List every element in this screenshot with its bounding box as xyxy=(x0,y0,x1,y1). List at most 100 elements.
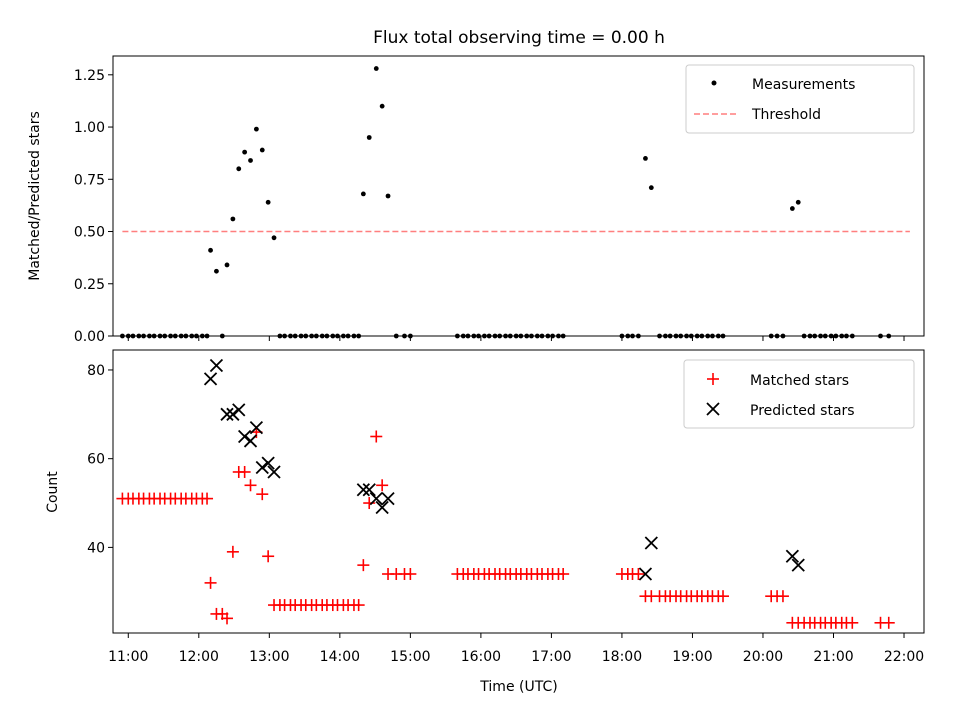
predicted-stars-legend-marker xyxy=(706,402,720,416)
threshold-legend-label: Threshold xyxy=(751,107,821,123)
x-axis-label: Time (UTC) xyxy=(479,679,557,695)
predicted-star-point xyxy=(356,483,370,497)
x-tick-label: 18:00 xyxy=(602,649,642,665)
predicted-star-point xyxy=(785,549,799,563)
measurement-point xyxy=(795,199,801,205)
bottom-y-axis-label: Count xyxy=(45,471,61,513)
matched-star-point xyxy=(882,616,895,629)
measurement-point xyxy=(265,199,271,205)
predicted-star-point xyxy=(203,372,218,386)
predicted-star-point xyxy=(791,558,805,572)
measurement-point xyxy=(379,103,385,109)
matched-star-point xyxy=(244,479,257,492)
predicted-star-point xyxy=(644,536,658,550)
measurement-point xyxy=(248,158,253,163)
predicted-star-point xyxy=(226,407,240,421)
predicted-star-point xyxy=(238,429,252,444)
predicted-star-point xyxy=(243,434,258,448)
top-legend: Measurements Threshold xyxy=(685,64,915,134)
matched-star-point xyxy=(352,599,365,612)
matched-star-point xyxy=(262,550,275,563)
x-tick-label: 21:00 xyxy=(813,649,853,665)
matched-star-point xyxy=(557,568,570,581)
measurement-point xyxy=(214,268,219,274)
matched-star-point xyxy=(256,488,269,501)
predicted-star-point xyxy=(255,460,269,475)
predicted-stars-points xyxy=(203,358,805,581)
measurement-point xyxy=(208,247,213,253)
measurement-point xyxy=(789,206,795,211)
chart-title: Flux total observing time = 0.00 h xyxy=(373,28,665,48)
measurement-point xyxy=(224,262,230,268)
measurement-point xyxy=(242,149,248,155)
top-y-axis: 0.00 0.25 0.50 0.75 1.00 1.25 xyxy=(74,68,113,345)
predicted-star-point xyxy=(638,567,653,581)
matched-star-point xyxy=(238,465,251,478)
matched-star-point xyxy=(204,576,217,589)
top-y-tick-label: 0.50 xyxy=(74,225,105,241)
bottom-x-axis: 11:00 12:00 13:00 14:00 15:00 16:00 17:00 18:00… xyxy=(108,633,924,665)
bottom-y-tick-label: 60 xyxy=(87,452,105,468)
top-y-axis-label: Matched/Predicted stars xyxy=(27,111,43,281)
matched-stars-legend-marker xyxy=(707,373,719,385)
predicted-star-point xyxy=(220,407,234,421)
bottom-y-tick-label: 80 xyxy=(87,363,105,379)
predicted-star-point xyxy=(369,491,383,506)
top-y-tick-label: 0.25 xyxy=(74,277,105,293)
measurements-legend-marker xyxy=(711,80,717,86)
x-tick-label: 13:00 xyxy=(249,649,289,665)
predicted-star-point xyxy=(375,500,389,515)
bottom-legend: Matched stars Predicted stars xyxy=(683,359,915,429)
bottom-y-axis: 40 60 80 xyxy=(87,363,113,556)
predicted-stars-legend-label: Predicted stars xyxy=(750,403,855,419)
x-tick-label: 12:00 xyxy=(179,649,219,665)
x-tick-label: 11:00 xyxy=(108,649,148,665)
x-tick-label: 16:00 xyxy=(461,649,501,665)
measurement-point xyxy=(385,193,391,199)
measurement-point xyxy=(366,135,372,140)
predicted-star-point xyxy=(381,491,395,506)
x-tick-label: 14:00 xyxy=(320,649,360,665)
x-tick-label: 22:00 xyxy=(884,649,924,665)
matched-star-point xyxy=(370,430,383,443)
matched-star-point xyxy=(357,559,370,572)
top-y-tick-label: 1.25 xyxy=(74,68,105,84)
matched-star-point xyxy=(226,545,239,558)
measurement-point xyxy=(230,216,236,222)
matched-star-point xyxy=(632,568,645,581)
measurement-point xyxy=(271,235,277,241)
matched-star-point xyxy=(201,492,214,505)
predicted-star-point xyxy=(261,456,275,470)
top-legend-box xyxy=(685,64,915,134)
bottom-legend-box xyxy=(683,359,915,429)
matched-stars-points xyxy=(116,426,895,629)
measurement-point xyxy=(648,185,654,191)
measurement-point xyxy=(236,166,242,172)
bottom-y-tick-label: 40 xyxy=(87,540,105,556)
predicted-star-point xyxy=(232,403,246,417)
x-tick-label: 19:00 xyxy=(672,649,712,665)
top-plot-frame xyxy=(112,55,925,337)
matched-star-point xyxy=(717,590,730,603)
matched-stars-legend-label: Matched stars xyxy=(750,373,849,389)
bottom-plot-frame xyxy=(112,349,925,634)
measurements-legend-label: Measurements xyxy=(752,77,855,93)
x-tick-label: 15:00 xyxy=(390,649,430,665)
matched-star-point xyxy=(846,616,859,629)
top-x-axis xyxy=(127,336,905,341)
predicted-star-point xyxy=(209,358,224,373)
predicted-star-point xyxy=(362,483,376,497)
measurement-point xyxy=(360,191,366,197)
matched-star-point xyxy=(376,479,389,492)
top-y-tick-label: 1.00 xyxy=(74,120,105,136)
predicted-star-point xyxy=(267,465,281,479)
top-y-tick-label: 0.75 xyxy=(74,172,105,188)
top-y-tick-label: 0.00 xyxy=(74,329,105,345)
matched-star-point xyxy=(776,590,789,603)
x-tick-label: 17:00 xyxy=(531,649,571,665)
measurement-point xyxy=(259,147,265,153)
matched-star-point xyxy=(221,612,234,625)
measurement-point xyxy=(253,126,259,132)
matched-star-point xyxy=(404,568,417,581)
